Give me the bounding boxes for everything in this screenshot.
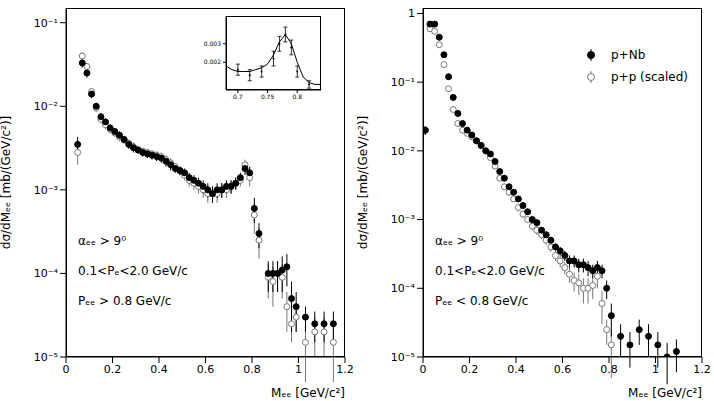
svg-text:Mₑₑ [GeV/c²]: Mₑₑ [GeV/c²] <box>271 386 345 400</box>
svg-text:10⁻³: 10⁻³ <box>391 213 415 226</box>
svg-text:0.2: 0.2 <box>104 363 122 376</box>
svg-text:1: 1 <box>408 7 415 20</box>
svg-text:0.4: 0.4 <box>150 363 168 376</box>
html-text:p+p (scaled): p+p (scaled) <box>611 70 688 84</box>
svg-text:Mₑₑ [GeV/c²]: Mₑₑ [GeV/c²] <box>628 386 702 400</box>
svg-text:0: 0 <box>63 363 70 376</box>
svg-text:0.002: 0.002 <box>204 58 221 65</box>
svg-text:10⁻³: 10⁻³ <box>34 184 58 197</box>
html-text:p+Nb: p+Nb <box>611 48 646 62</box>
svg-text:10⁻⁴: 10⁻⁴ <box>391 282 416 295</box>
svg-text:0.7: 0.7 <box>233 93 243 100</box>
html-text:Pₑₑ > 0.8 GeV/c: Pₑₑ > 0.8 GeV/c <box>78 294 172 308</box>
svg-text:10⁻²: 10⁻² <box>391 145 415 158</box>
svg-text:10⁻¹: 10⁻¹ <box>391 76 415 89</box>
svg-text:10⁻²: 10⁻² <box>34 100 58 113</box>
html-text:αₑₑ > 9⁰: αₑₑ > 9⁰ <box>435 234 483 248</box>
html-text:0.1<Pₑ<2.0 GeV/c: 0.1<Pₑ<2.0 GeV/c <box>435 264 545 278</box>
svg-text:10⁻¹: 10⁻¹ <box>34 17 58 30</box>
svg-text:0.8: 0.8 <box>292 93 302 100</box>
svg-text:0.6: 0.6 <box>197 363 215 376</box>
svg-text:0.2: 0.2 <box>461 363 479 376</box>
svg-text:dσ/dMₑₑ [mb/(GeV/c²)]: dσ/dMₑₑ [mb/(GeV/c²)] <box>357 116 370 249</box>
svg-text:0.8: 0.8 <box>243 363 261 376</box>
svg-text:1.2: 1.2 <box>693 363 706 376</box>
svg-text:0: 0 <box>420 363 427 376</box>
html-text:αₑₑ > 9⁰: αₑₑ > 9⁰ <box>78 234 126 248</box>
svg-text:1: 1 <box>652 363 659 376</box>
html-text:0.1<Pₑ<2.0 GeV/c: 0.1<Pₑ<2.0 GeV/c <box>78 264 188 278</box>
html-text:Pₑₑ < 0.8 GeV/c: Pₑₑ < 0.8 GeV/c <box>435 294 529 308</box>
svg-text:10⁻⁵: 10⁻⁵ <box>34 351 58 364</box>
svg-text:0.4: 0.4 <box>507 363 525 376</box>
svg-text:0.75: 0.75 <box>261 93 275 100</box>
svg-text:0.8: 0.8 <box>600 363 618 376</box>
svg-text:0.6: 0.6 <box>554 363 572 376</box>
svg-text:dσ/dMₑₑ [mb/(GeV/c²)]: dσ/dMₑₑ [mb/(GeV/c²)] <box>8 116 13 249</box>
svg-text:10⁻⁵: 10⁻⁵ <box>391 351 415 364</box>
svg-text:1.2: 1.2 <box>336 363 354 376</box>
svg-text:10⁻⁴: 10⁻⁴ <box>34 267 59 280</box>
svg-text:0.003: 0.003 <box>204 40 221 47</box>
svg-text:1: 1 <box>295 363 302 376</box>
